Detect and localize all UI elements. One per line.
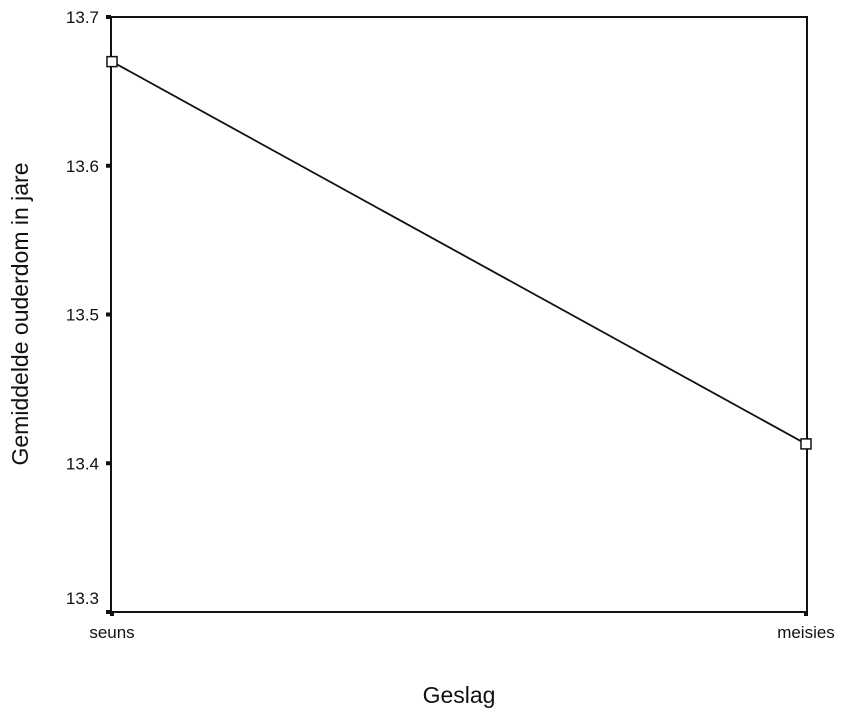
- x-axis-title: Geslag: [423, 682, 496, 708]
- y-tick-label: 13.7: [66, 8, 99, 27]
- x-tick-label: seuns: [89, 623, 134, 642]
- x-axis-ticks: [110, 612, 808, 616]
- data-point: [800, 438, 812, 450]
- y-tick-label: 13.4: [66, 454, 99, 473]
- series-line: [111, 60, 807, 445]
- data-point: [106, 55, 118, 68]
- y-tick-label: 13.6: [66, 157, 99, 176]
- plot-frame: [110, 16, 808, 613]
- y-axis-title: Gemiddelde ouderdom in jare: [7, 162, 33, 465]
- y-tick-label: 13.5: [66, 306, 99, 325]
- x-axis-tick-labels: seuns meisies: [89, 623, 835, 642]
- y-tick-label: 13.3: [66, 589, 99, 608]
- series-lines: [111, 60, 807, 445]
- y-axis-tick-labels: 13.3 13.4 13.5 13.6 13.7: [66, 8, 99, 608]
- x-tick-label: meisies: [777, 623, 835, 642]
- series-markers: [106, 55, 812, 450]
